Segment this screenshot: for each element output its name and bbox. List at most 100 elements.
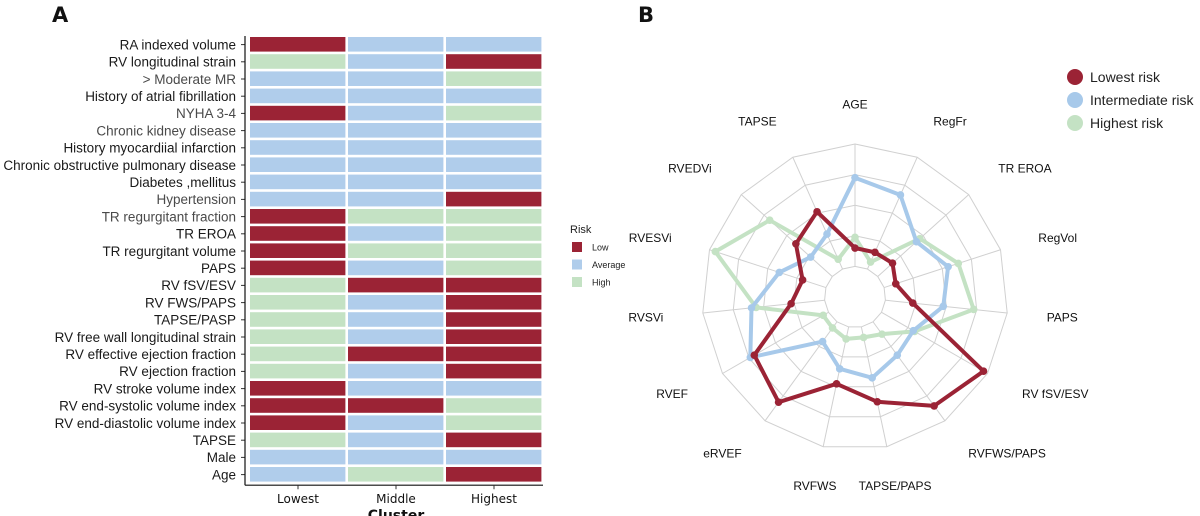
column-label: Lowest [277,492,319,506]
axis-label: RegVol [1038,231,1077,245]
axis-label: RVFWS [793,479,836,493]
heatmap-cell [446,312,542,327]
heatmap-cell [250,226,346,241]
heatmap-cell [348,243,444,258]
row-label: NYHA 3-4 [176,106,237,121]
heatmap-cell [446,88,542,104]
axis-label: TAPSE [738,114,776,128]
series-line [752,209,986,408]
column-label: Highest [471,492,517,506]
series-point [871,248,879,257]
series-point [930,402,938,410]
series-point [747,304,756,312]
series-point [891,279,900,288]
heatmap-cell [446,346,542,362]
heatmap-cell [250,54,346,69]
heatmap-cell [446,123,542,138]
heatmap-cell [250,71,346,86]
row-label: RV free wall longitudinal strain [55,330,236,345]
row-label: RV effective ejection fraction [65,347,236,362]
series-point [878,330,886,338]
series-point [888,259,897,268]
radar-panel: AGE RegFr TR EROA RegVol PAPS RV fSV/ESV RVFWS… [628,69,1194,493]
spoke [722,311,829,374]
row-label: RV stroke volume index [94,381,237,396]
legend-label: Lowest risk [1090,69,1161,85]
heatmap-cell [446,277,542,293]
legend-marker [1067,115,1083,131]
row-label: Chronic obstructive pulmonary disease [3,158,236,173]
axis-label: TR EROA [998,162,1051,176]
heatmap-cell [348,105,444,121]
row-label: Diabetes ,mellitus [129,175,236,190]
heatmap-cell [250,415,346,430]
series-point [813,207,821,216]
series-point [842,335,850,343]
axis-label: RVSVi [628,311,663,325]
heatmap-cell [446,415,542,430]
series-point [912,237,921,246]
heatmap-cell [250,260,346,276]
series-point [823,230,831,238]
heatmap-cell [446,467,542,482]
heatmap-cell [250,467,346,482]
grid-ring [824,265,886,328]
row-label: Chronic kidney disease [96,123,236,138]
row-label: History of atrial fibrillation [85,89,236,104]
heatmap-cell [446,381,542,396]
row-label: PAPS [201,261,236,276]
heatmap-cell [348,346,444,362]
row-label: TR regurgitant volume [102,244,236,259]
heatmap-cell [348,449,444,465]
series-point [798,276,807,284]
row-label: TR EROA [176,227,236,242]
heatmap-cell [250,174,346,190]
row-label: History myocardiial infarction [63,141,236,156]
series-point [787,299,795,308]
heatmap-cell [348,37,444,52]
spoke [881,311,988,374]
axis-label: RV fSV/ESV [1022,387,1088,401]
legend-label: Average [592,260,625,270]
axis-label: RVEF [656,387,688,401]
series-point [819,311,827,320]
series-point [828,324,837,332]
spoke [860,326,888,447]
grid-ring [793,235,917,358]
series-point [775,268,784,277]
series-point [893,351,902,359]
series-point [909,326,918,335]
heatmap-cell [446,295,542,310]
heatmap-cell [348,363,444,379]
row-label: RV end-diastolic volume index [55,416,237,431]
axis-label: RVFWS/PAPS [968,447,1046,461]
row-label: Male [207,450,236,465]
axis-label: eRVEF [703,447,741,461]
heatmap-cell [348,415,444,430]
heatmap-cell [348,295,444,310]
axis-label: RegFr [933,114,966,128]
heatmap-cell [348,226,444,241]
row-label: RV end-systolic volume index [59,399,236,414]
heatmap-cell [348,312,444,327]
series-point [750,351,759,359]
legend-marker [1067,92,1083,108]
heatmap-cell [250,449,346,465]
heatmap-cell [250,329,346,344]
series-point [944,262,952,271]
heatmap-cell [250,243,346,258]
series-point [834,255,842,264]
series-point [868,374,876,382]
heatmap-cell [446,105,542,121]
heatmap-cell [250,432,346,448]
series-point [832,380,841,388]
series-line [713,218,976,341]
heatmap-cell [348,191,444,207]
row-label: TR regurgitant fraction [102,209,236,224]
axis-label: AGE [842,98,867,112]
grid-ring [702,143,1008,448]
row-label: RV longitudinal strain [109,55,236,70]
series-point [969,305,978,314]
heatmap-cell [348,71,444,86]
